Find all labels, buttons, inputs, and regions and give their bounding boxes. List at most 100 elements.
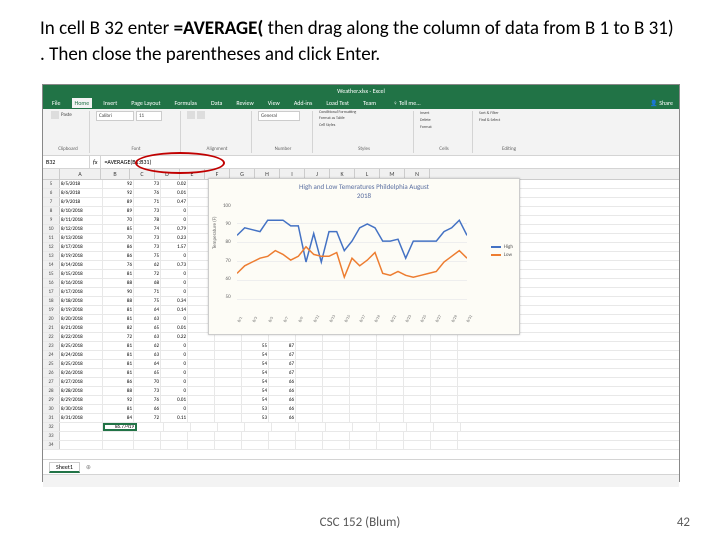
cell[interactable] (215, 405, 242, 413)
cell[interactable]: 8/5/2018 (60, 180, 103, 188)
cell[interactable]: 8/17/2018 (60, 288, 103, 296)
row-header[interactable]: 20 (43, 315, 60, 323)
cell[interactable] (188, 378, 215, 386)
cell[interactable] (269, 432, 296, 440)
cell[interactable] (431, 396, 458, 404)
embedded-chart[interactable]: High and Low Temeratures Phildelphia Aug… (208, 178, 520, 335)
cell[interactable] (188, 360, 215, 368)
cell[interactable]: 66 (269, 414, 296, 422)
cell[interactable] (431, 351, 458, 359)
cell[interactable]: 70 (103, 216, 134, 224)
row-header[interactable]: 24 (43, 351, 60, 359)
cell[interactable]: 0 (161, 279, 188, 287)
cell[interactable] (323, 396, 350, 404)
format-button[interactable]: Format (420, 125, 432, 130)
cell[interactable]: 75 (134, 252, 161, 260)
cell[interactable]: 8/6/2018 (60, 189, 103, 197)
cell[interactable] (242, 432, 269, 440)
cell[interactable] (323, 360, 350, 368)
cell[interactable]: 8/12/2018 (60, 225, 103, 233)
cell[interactable] (215, 396, 242, 404)
cell[interactable]: 0.01 (161, 324, 188, 332)
paste-icon[interactable] (51, 111, 59, 119)
cell[interactable] (377, 351, 404, 359)
cell[interactable]: 0 (161, 369, 188, 377)
cell[interactable] (404, 441, 431, 449)
cell[interactable]: 8/31/2018 (60, 414, 103, 422)
ribbon-tab-file[interactable]: File (49, 98, 64, 108)
cell[interactable]: 0.14 (161, 306, 188, 314)
row-header[interactable]: 6 (43, 189, 60, 197)
row-header[interactable]: 10 (43, 225, 60, 233)
cell[interactable] (377, 378, 404, 386)
row-header[interactable]: 11 (43, 234, 60, 242)
cell[interactable]: 87 (269, 342, 296, 350)
cell[interactable] (404, 369, 431, 377)
delete-button[interactable]: Delete (420, 118, 431, 123)
cell[interactable] (431, 360, 458, 368)
row-header[interactable]: 32 (43, 423, 60, 431)
cell[interactable]: 8/29/2018 (60, 396, 103, 404)
cell[interactable]: 8/10/2018 (60, 207, 103, 215)
cell[interactable]: 73 (134, 243, 161, 251)
cell[interactable] (161, 441, 188, 449)
cell[interactable]: 0 (161, 270, 188, 278)
row-header[interactable]: 19 (43, 306, 60, 314)
cell[interactable]: 0.02 (161, 180, 188, 188)
cell[interactable]: 92 (103, 189, 134, 197)
cell[interactable]: 90 (103, 288, 134, 296)
row-header[interactable]: 7 (43, 198, 60, 206)
cell[interactable] (323, 369, 350, 377)
cell[interactable]: 8/19/2018 (60, 306, 103, 314)
cell[interactable]: 72 (103, 333, 134, 341)
cell[interactable]: 55 (242, 342, 269, 350)
cell[interactable]: 64 (134, 306, 161, 314)
row-header[interactable]: 12 (43, 243, 60, 251)
cell[interactable]: 8/27/2018 (60, 378, 103, 386)
cell[interactable]: 68 (134, 279, 161, 287)
cell[interactable]: 63 (134, 315, 161, 323)
cell[interactable]: 67 (269, 351, 296, 359)
cell[interactable]: 81 (103, 405, 134, 413)
col-header[interactable]: A (60, 169, 101, 179)
cell[interactable]: 72 (134, 270, 161, 278)
cell[interactable]: 0 (161, 216, 188, 224)
cell[interactable]: 8/28/2018 (60, 387, 103, 395)
cell[interactable] (350, 351, 377, 359)
row-header[interactable]: 22 (43, 333, 60, 341)
cell[interactable]: 8/18/2018 (60, 297, 103, 305)
cell[interactable] (188, 351, 215, 359)
cell[interactable] (404, 360, 431, 368)
cell[interactable]: 8/13/2018 (60, 234, 103, 242)
cell[interactable] (161, 432, 188, 440)
cell[interactable]: 66 (269, 387, 296, 395)
number-format-box[interactable]: General (258, 111, 300, 121)
cell[interactable] (431, 441, 458, 449)
row-header[interactable]: 8 (43, 207, 60, 215)
cell[interactable]: 8/21/2018 (60, 324, 103, 332)
cell[interactable] (404, 351, 431, 359)
cell-styles-button[interactable]: Cell Styles (319, 124, 335, 128)
cell[interactable] (323, 441, 350, 449)
cell[interactable]: 0.79 (161, 225, 188, 233)
cell[interactable] (296, 387, 323, 395)
cell[interactable] (350, 378, 377, 386)
cell[interactable]: 74 (134, 225, 161, 233)
cell[interactable] (215, 441, 242, 449)
cell[interactable] (431, 387, 458, 395)
cell[interactable] (299, 423, 326, 431)
cell[interactable] (188, 441, 215, 449)
cell[interactable]: 0 (161, 378, 188, 386)
cell[interactable]: 81 (103, 315, 134, 323)
tell-me[interactable]: ♀ Tell me... (393, 99, 421, 107)
cell[interactable]: 54 (242, 387, 269, 395)
row-header[interactable]: 29 (43, 396, 60, 404)
cell[interactable]: 81 (103, 270, 134, 278)
cell[interactable]: 54 (242, 378, 269, 386)
cell[interactable]: 71 (134, 198, 161, 206)
cell[interactable] (350, 396, 377, 404)
cell[interactable] (377, 369, 404, 377)
cell[interactable]: 88 (103, 387, 134, 395)
ribbon-tab-insert[interactable]: Insert (100, 98, 120, 108)
cell[interactable]: 0 (161, 342, 188, 350)
